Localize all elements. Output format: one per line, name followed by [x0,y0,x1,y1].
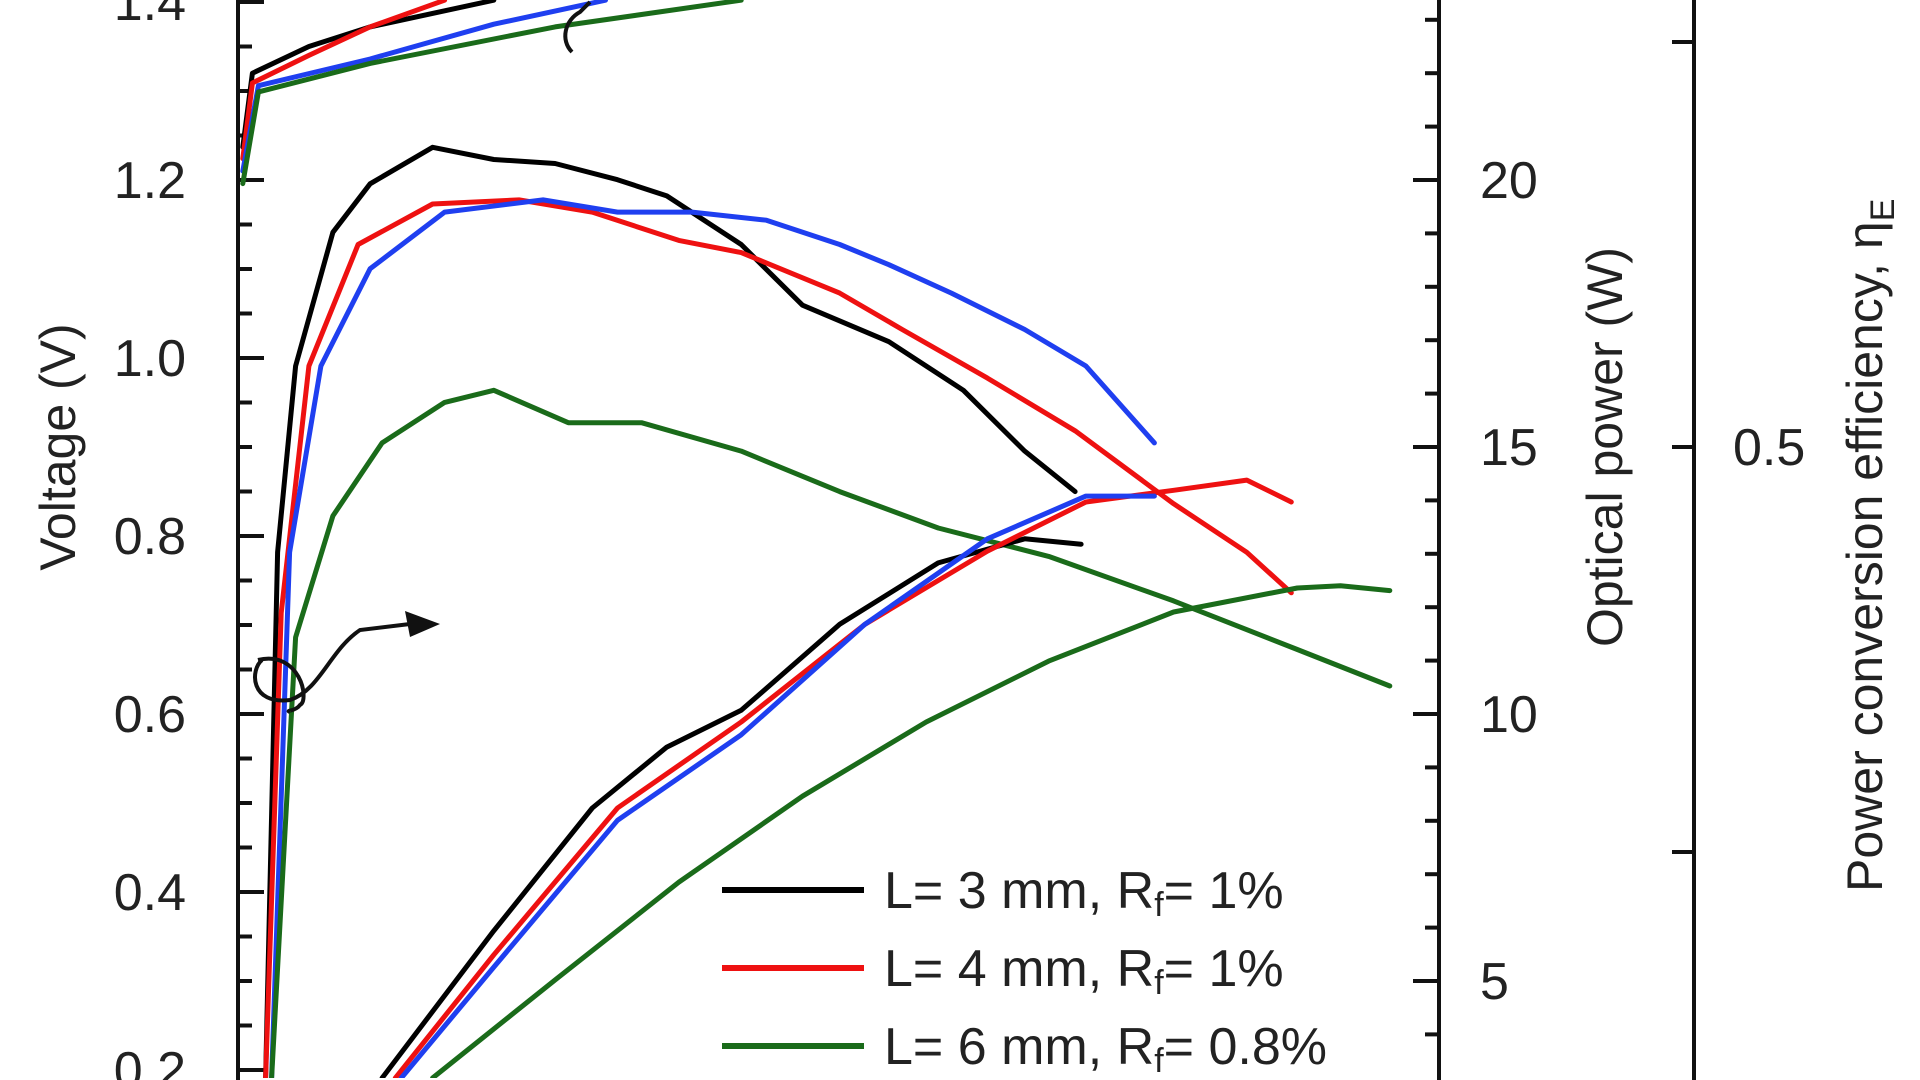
legend-entry: L= 4 mm, Rf= 1% [722,940,1284,1002]
voltage-curve [240,0,448,162]
legend-label-sub: f [1154,1042,1164,1080]
left-axis-tick-label: 0.4 [114,864,186,922]
far-right-axis-title-main: Power conversion efficiency, η [1837,221,1893,892]
legend: L= 3 mm, Rf= 1%L= 4 mm, Rf= 1%L= 6 mm, R… [722,862,1327,1080]
right-axis-tick-label: 20 [1480,152,1538,210]
left-axis-tick-label: 0.8 [114,508,186,566]
left-axis-tick-label: 1.2 [114,152,186,210]
efficiency-curve [269,197,1157,1078]
left-axis-title: Voltage (V) [30,323,86,570]
optical-power-curve [430,583,1393,1078]
legend-label-value: = 1% [1164,862,1284,920]
optical-power-curve [392,477,1294,1078]
efficiency-curve [263,144,1078,1078]
efficiency-curve [269,387,1393,1078]
left-axis-tick-label: 0.6 [114,686,186,744]
voltage-curve [240,0,744,187]
right-axis-tick-label: 10 [1480,686,1538,744]
optical-power-curve [398,493,1157,1078]
right-axis-tick-label: 5 [1480,953,1509,1011]
legend-label-main: L= 4 mm, R [884,940,1154,998]
legend-label-sub: f [1154,964,1164,1002]
right-axis-title: Optical power (W) [1577,247,1633,647]
legend-label-main: L= 6 mm, R [884,1018,1154,1076]
legend-label: L= 3 mm, Rf= 1% [884,862,1284,924]
axes: 1.4 1.2 1.0 0.8 0.6 0.4 0.2 20 15 10 5 0.5 [114,0,1805,1080]
arrow-annotation-right-axis [253,622,411,703]
legend-label: L= 6 mm, Rf= 0.8% [884,1018,1327,1080]
bracket-annotation-left [257,656,306,714]
left-axis-tick-label: 1.4 [114,0,186,32]
arrow-head-right [405,611,440,637]
far-right-axis-title: Power conversion efficiency, ηE [1837,199,1902,892]
legend-label: L= 4 mm, Rf= 1% [884,940,1284,1002]
legend-entry: L= 6 mm, Rf= 0.8% [722,1018,1327,1080]
far-right-axis-tick-label: 0.5 [1733,419,1805,477]
legend-label-sub: f [1154,886,1164,924]
legend-label-main: L= 3 mm, R [884,862,1154,920]
legend-label-value: = 0.8% [1164,1018,1327,1076]
annotations [253,0,592,714]
right-axis-tick-label: 15 [1480,419,1538,477]
legend-label-value: = 1% [1164,940,1284,998]
curves [240,0,1393,1078]
left-axis-tick-label: 1.0 [114,330,186,388]
efficiency-curve [263,197,1294,1078]
far-right-axis-title-sub: E [1864,199,1902,222]
legend-entry: L= 3 mm, Rf= 1% [722,862,1284,924]
left-axis-tick-label: 0.2 [114,1042,186,1080]
voltage-curve [240,0,497,150]
arrow-annotation-left-axis [563,0,592,54]
